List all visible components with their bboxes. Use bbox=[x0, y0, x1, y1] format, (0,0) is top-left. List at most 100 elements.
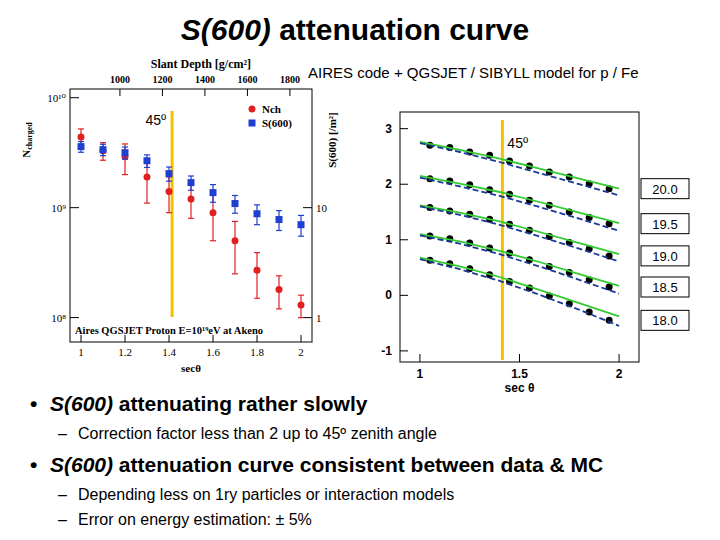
x2-tick-label: 1000 bbox=[110, 74, 130, 85]
y2-tick bbox=[303, 317, 312, 318]
y-tick-label: 1 bbox=[385, 233, 392, 247]
angle-label: 45º bbox=[507, 135, 528, 151]
x2-tick-label: 1400 bbox=[195, 74, 215, 85]
data-point bbox=[78, 143, 85, 150]
error-cap bbox=[144, 154, 150, 155]
data-point bbox=[210, 189, 217, 196]
model-curve bbox=[420, 235, 619, 293]
bullet-symbol: • bbox=[30, 392, 37, 415]
data-point bbox=[298, 221, 305, 228]
angle-line bbox=[501, 120, 504, 360]
x2-tick bbox=[162, 89, 163, 96]
data-point bbox=[166, 170, 173, 177]
legend-label: Nch bbox=[262, 103, 281, 115]
error-cap bbox=[254, 204, 260, 205]
x-tick bbox=[81, 335, 82, 342]
model-curve bbox=[420, 143, 619, 195]
sub-bullet-symbol: – bbox=[58, 486, 67, 503]
error-cap bbox=[122, 146, 128, 147]
error-bar bbox=[256, 253, 257, 299]
model-curve bbox=[420, 259, 619, 326]
y-tick-label: 2 bbox=[385, 177, 392, 191]
y2-tick bbox=[303, 207, 312, 208]
data-point bbox=[78, 133, 85, 140]
x-tick bbox=[169, 335, 170, 342]
angle-line bbox=[171, 111, 174, 317]
x2-axis-label: Slant Depth [g/cm²] bbox=[151, 57, 251, 71]
model-curve bbox=[420, 176, 619, 223]
y-tick bbox=[70, 317, 79, 318]
x-tick bbox=[619, 354, 620, 362]
data-point bbox=[254, 210, 261, 217]
data-point bbox=[210, 209, 217, 216]
italic-part: S(600) bbox=[50, 453, 113, 476]
energy-label-box bbox=[641, 277, 689, 297]
y-tick bbox=[400, 184, 408, 185]
error-cap bbox=[276, 230, 282, 231]
data-point bbox=[166, 188, 173, 195]
model-curve bbox=[420, 206, 619, 261]
x-tick-label: 1 bbox=[417, 367, 424, 381]
error-cap bbox=[298, 295, 304, 296]
sub-bullet-symbol: – bbox=[58, 511, 67, 528]
subtitle: AIRES code + QGSJET / SIBYLL model for p… bbox=[308, 64, 639, 81]
error-cap bbox=[144, 167, 150, 168]
data-point bbox=[254, 267, 261, 274]
x-tick bbox=[213, 335, 214, 342]
energy-label-box bbox=[641, 179, 689, 199]
subscript-part: charged bbox=[25, 122, 34, 150]
y-tick-label: 10⁸ bbox=[51, 312, 66, 324]
error-cap bbox=[188, 190, 194, 191]
error-cap bbox=[210, 202, 216, 203]
error-cap bbox=[78, 141, 84, 142]
data-point bbox=[188, 195, 195, 202]
y-axis-label: Ncharged bbox=[20, 122, 34, 158]
error-cap bbox=[298, 215, 304, 216]
error-cap bbox=[254, 224, 260, 225]
error-cap bbox=[298, 236, 304, 237]
plot-frame bbox=[400, 112, 639, 362]
data-point bbox=[232, 200, 239, 207]
data-group bbox=[78, 129, 305, 318]
data-point bbox=[276, 216, 283, 223]
y2-tick-label: 1 bbox=[316, 312, 322, 324]
x-tick-label: 1.5 bbox=[511, 367, 528, 381]
energy-label-box bbox=[641, 246, 689, 266]
y-tick bbox=[400, 239, 408, 240]
error-cap bbox=[298, 317, 304, 318]
error-cap bbox=[232, 195, 238, 196]
error-cap bbox=[100, 155, 106, 156]
data-point bbox=[144, 157, 151, 164]
italic-part: S(600) bbox=[181, 13, 271, 46]
sub-bullet-symbol: – bbox=[58, 425, 67, 442]
x2-tick-label: 1600 bbox=[237, 74, 257, 85]
error-cap bbox=[166, 166, 172, 167]
y-tick-label: -1 bbox=[381, 344, 392, 358]
chart-right: 45º11.52-10123sec θ20.019.519.018.518.0 bbox=[381, 112, 689, 395]
x-tick-label: 1 bbox=[78, 346, 84, 358]
energy-label: 18.5 bbox=[652, 280, 677, 295]
error-cap bbox=[78, 152, 84, 153]
x-tick-label: 2 bbox=[616, 367, 623, 381]
y-tick bbox=[400, 350, 408, 351]
legend-marker bbox=[249, 106, 256, 113]
error-cap bbox=[210, 184, 216, 185]
error-cap bbox=[276, 210, 282, 211]
error-cap bbox=[232, 221, 238, 222]
y-tick bbox=[70, 97, 79, 98]
italic-part: S(600) bbox=[50, 392, 113, 415]
error-cap bbox=[210, 240, 216, 241]
x2-tick-label: 1800 bbox=[280, 74, 300, 85]
data-point bbox=[100, 146, 107, 153]
x-tick bbox=[301, 335, 302, 342]
x2-tick bbox=[204, 89, 205, 96]
legend: NchS(600) bbox=[249, 103, 293, 130]
data-point bbox=[188, 179, 195, 186]
data-group bbox=[420, 142, 619, 326]
error-cap bbox=[232, 213, 238, 214]
data-point bbox=[144, 174, 151, 181]
y-tick-label: 10¹⁰ bbox=[47, 92, 66, 104]
y-tick bbox=[400, 295, 408, 296]
y-tick bbox=[70, 207, 79, 208]
x2-tick bbox=[119, 89, 120, 96]
